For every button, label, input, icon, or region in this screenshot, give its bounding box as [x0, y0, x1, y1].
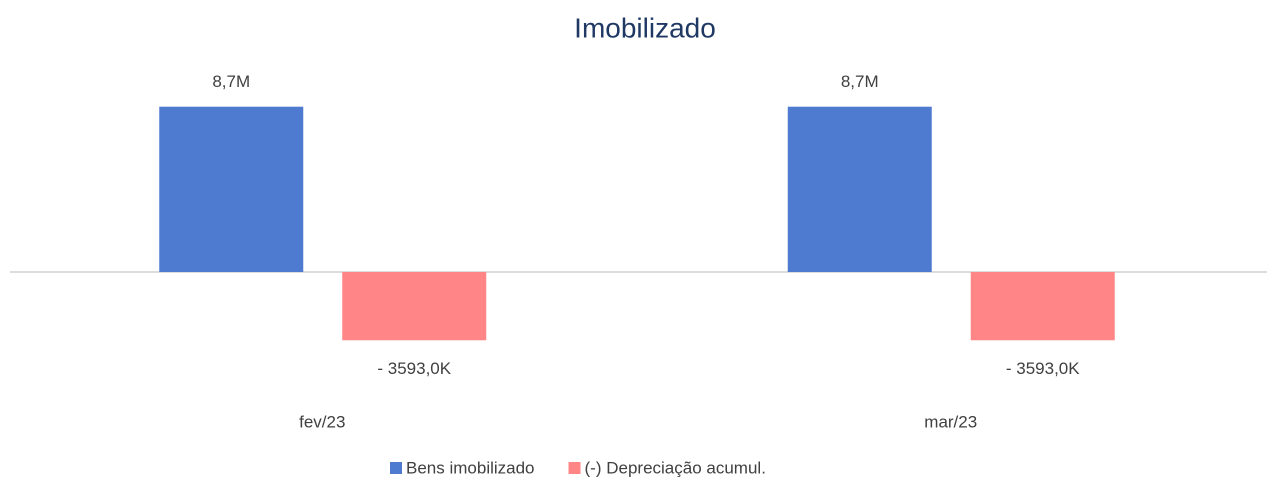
- data-label: - 3593,0K: [377, 359, 451, 378]
- data-label: 8,7M: [841, 72, 879, 91]
- x-tick-label: fev/23: [299, 412, 345, 431]
- legend-swatch: [390, 462, 402, 474]
- bar: [159, 106, 304, 272]
- data-label: 8,7M: [212, 72, 250, 91]
- legend-label: Bens imobilizado: [406, 458, 535, 477]
- legend-label: (-) Depreciação acumul.: [585, 458, 766, 477]
- bar: [787, 106, 932, 272]
- bar: [342, 272, 487, 341]
- data-label: - 3593,0K: [1006, 359, 1080, 378]
- x-tick-label: mar/23: [924, 412, 977, 431]
- bar: [970, 272, 1115, 341]
- legend-swatch: [568, 462, 581, 474]
- chart-title: Imobilizado: [574, 12, 716, 43]
